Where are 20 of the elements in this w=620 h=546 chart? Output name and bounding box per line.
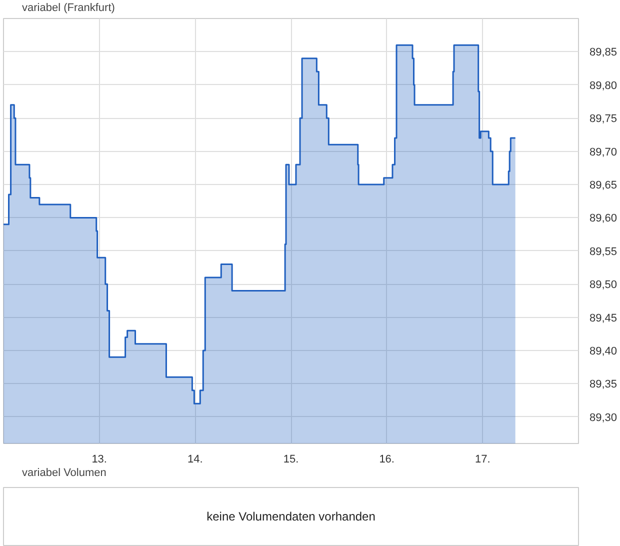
y-tick-label: 89,65	[590, 180, 618, 192]
y-tick-label: 89,30	[590, 412, 618, 424]
y-tick-label: 89,85	[590, 46, 618, 59]
y-tick-label: 89,75	[590, 113, 618, 126]
y-tick-label: 89,50	[590, 279, 618, 292]
y-tick-label: 89,40	[590, 346, 618, 358]
y-tick-label: 89,80	[590, 80, 618, 92]
x-tick-label: 17.	[475, 454, 490, 466]
x-tick-label: 14.	[188, 454, 203, 466]
x-tick-label: 16.	[379, 454, 394, 466]
x-tick-label: 15.	[283, 454, 299, 466]
text: variabel Volumen	[22, 467, 106, 479]
y-tick-label: 89,55	[590, 246, 618, 258]
y-tick-label: 89,60	[590, 212, 618, 225]
y-tick-label: 89,35	[590, 378, 618, 391]
y-tick-label: 89,45	[590, 312, 618, 324]
x-tick-label: 13.	[92, 454, 107, 466]
text: keine Volumendaten vorhanden	[206, 510, 376, 524]
text: variabel (Frankfurt)	[22, 2, 115, 14]
y-tick-label: 89,70	[590, 146, 618, 158]
